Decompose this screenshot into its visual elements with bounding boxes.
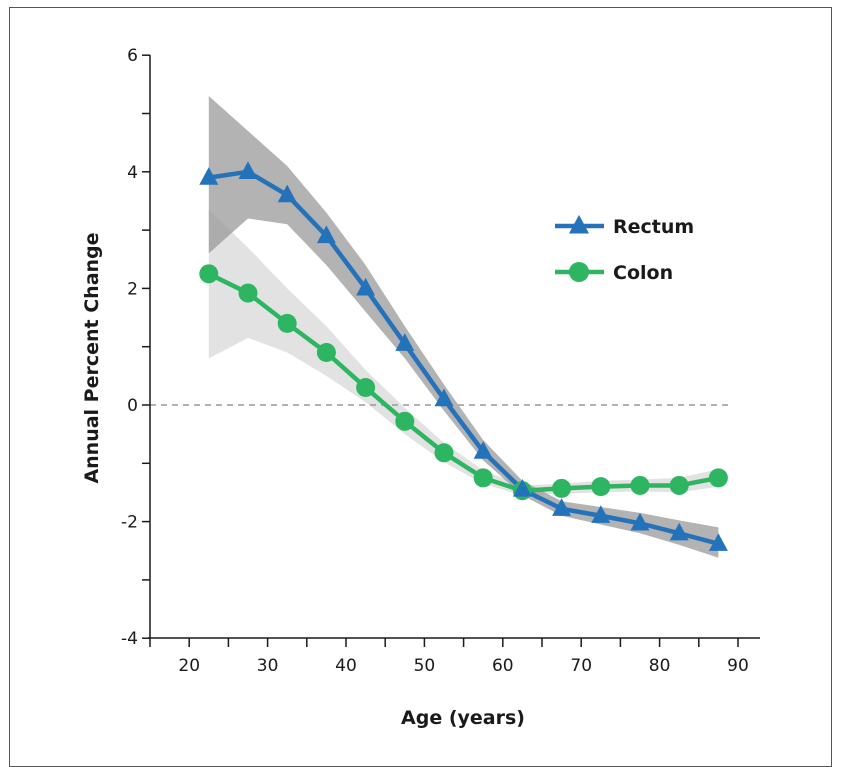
axes: -4 -2 0 2 4 6 20 30 40 50 60 70 80 90 bbox=[121, 46, 760, 676]
y-tick-label: 6 bbox=[127, 46, 138, 66]
point-colon bbox=[395, 411, 415, 431]
y-tick-label: 2 bbox=[127, 279, 138, 299]
point-rectum bbox=[669, 522, 689, 541]
point-rectum bbox=[238, 161, 258, 179]
x-tick-label: 40 bbox=[335, 656, 357, 676]
x-tick-label: 70 bbox=[570, 656, 592, 676]
x-tick-label: 80 bbox=[649, 656, 671, 676]
legend-marker-rectum bbox=[569, 214, 589, 234]
point-colon bbox=[473, 468, 493, 488]
legend: Rectum Colon bbox=[555, 214, 694, 284]
point-rectum bbox=[473, 441, 493, 459]
band-rectum bbox=[208, 96, 719, 558]
point-rectum bbox=[277, 184, 297, 203]
y-axis-title: Annual Percent Change bbox=[81, 232, 103, 483]
point-rectum bbox=[199, 167, 219, 185]
legend-label-rectum: Rectum bbox=[613, 216, 694, 238]
x-axis-title: Age (years) bbox=[401, 707, 525, 729]
point-rectum bbox=[434, 388, 454, 407]
y-tick-label: -4 bbox=[121, 629, 138, 649]
confidence-bands bbox=[208, 96, 719, 558]
point-colon bbox=[630, 475, 650, 495]
point-rectum bbox=[316, 225, 336, 244]
point-rectum bbox=[512, 478, 532, 497]
point-colon bbox=[552, 478, 572, 498]
y-tick-label: -2 bbox=[121, 513, 138, 533]
x-tick-label: 50 bbox=[414, 656, 436, 676]
y-tick-label: 0 bbox=[127, 396, 138, 416]
point-rectum bbox=[395, 333, 415, 351]
point-rectum bbox=[591, 505, 611, 523]
legend-marker-colon bbox=[569, 262, 589, 282]
legend-label-colon: Colon bbox=[613, 262, 673, 284]
x-tick-label: 90 bbox=[727, 656, 749, 676]
point-colon bbox=[238, 283, 258, 303]
point-rectum bbox=[356, 277, 376, 296]
point-colon bbox=[591, 477, 611, 497]
band-colon bbox=[208, 209, 719, 496]
y-tick-label: 4 bbox=[127, 163, 138, 183]
series-markers bbox=[199, 161, 728, 551]
x-tick-label: 30 bbox=[257, 656, 279, 676]
x-tick-label: 20 bbox=[178, 656, 200, 676]
point-rectum bbox=[552, 498, 572, 516]
point-colon bbox=[356, 378, 376, 398]
point-colon bbox=[199, 264, 219, 284]
x-tick-label: 60 bbox=[492, 656, 514, 676]
point-rectum bbox=[630, 512, 650, 531]
point-colon bbox=[708, 468, 728, 488]
point-colon bbox=[316, 343, 336, 363]
point-rectum bbox=[708, 533, 728, 551]
point-colon bbox=[669, 475, 689, 495]
point-colon bbox=[277, 313, 297, 333]
point-colon bbox=[434, 443, 454, 463]
